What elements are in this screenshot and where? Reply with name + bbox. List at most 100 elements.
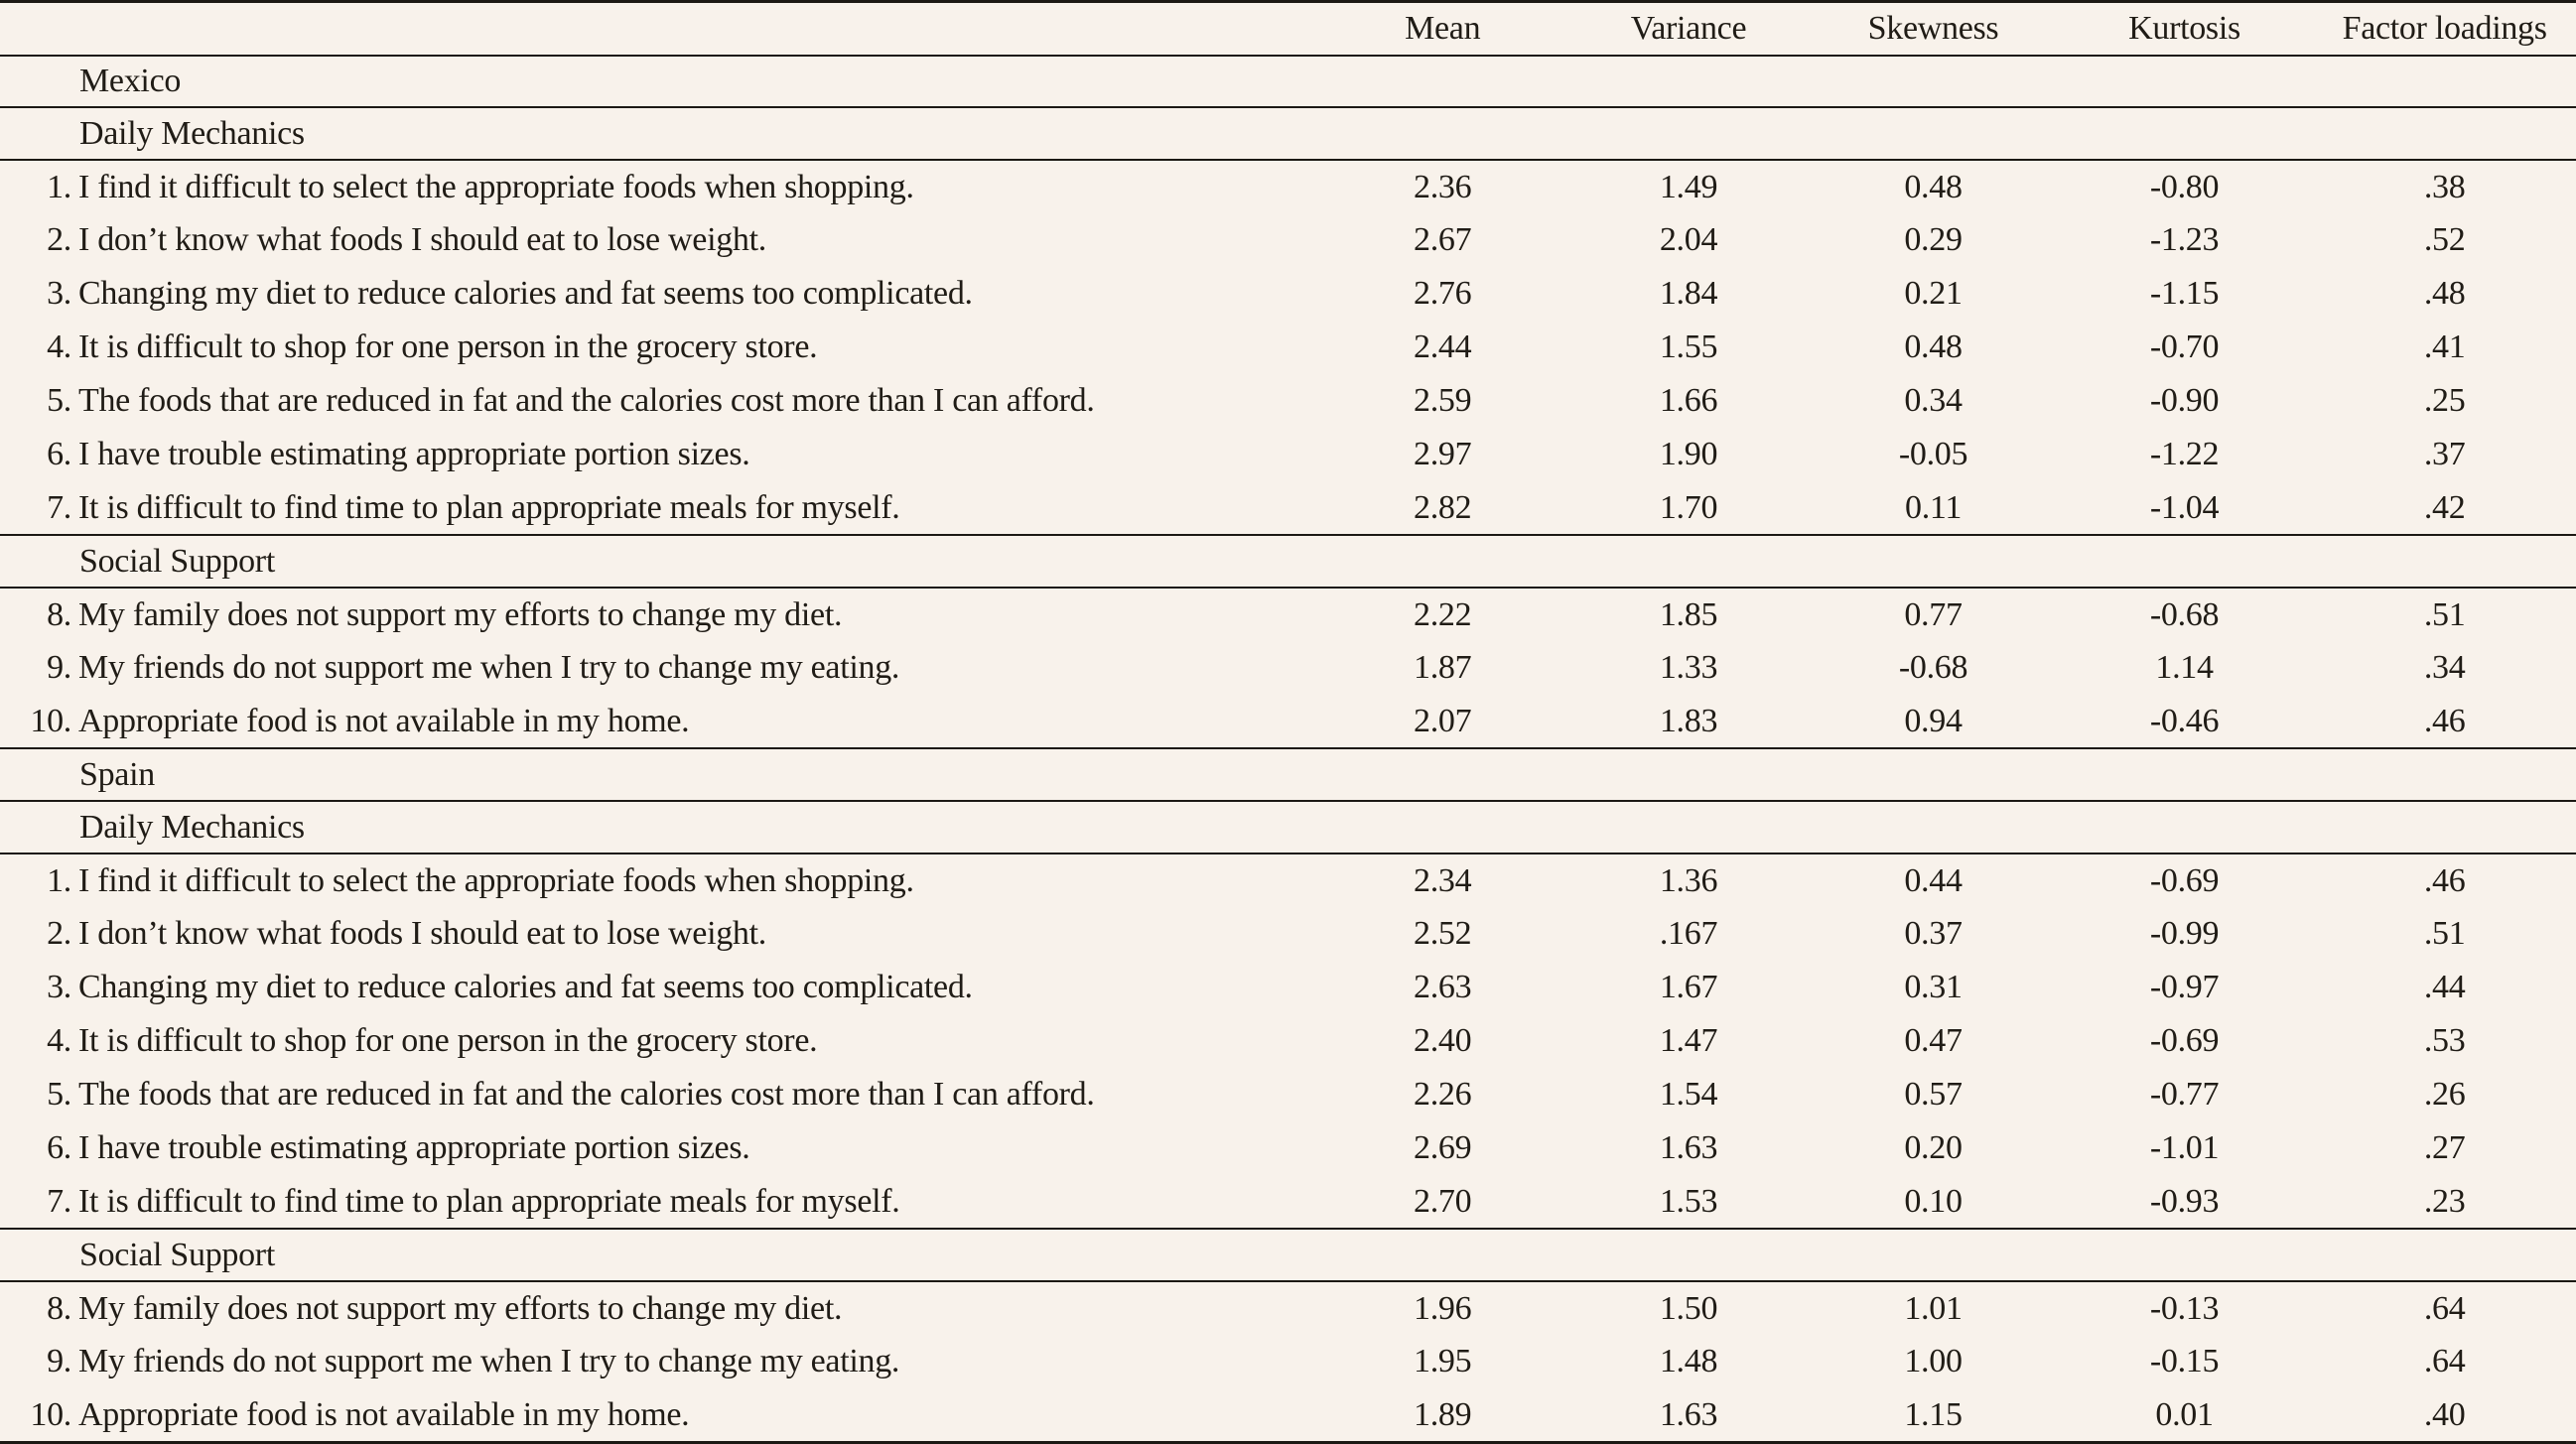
item-text: The foods that are reduced in fat and th… [78, 382, 1095, 420]
table-row: 7. It is difficult to find time to plan a… [0, 481, 2576, 535]
mean-cell: 2.36 [1414, 168, 1472, 205]
country-row: Mexico [0, 54, 2576, 109]
factor-loading-cell: .52 [2423, 221, 2466, 259]
header-item-column [0, 1, 1319, 57]
table-row: 4. It is difficult to shop for one person… [0, 321, 2576, 374]
table-row: 6. I have trouble estimating appropriate … [0, 428, 2576, 481]
kurtosis-cell: -0.77 [2149, 1076, 2220, 1114]
item-number: 1. [47, 168, 71, 205]
skewness-cell: 1.15 [1904, 1395, 1963, 1433]
variance-cell: 1.66 [1659, 382, 1718, 420]
mean-cell: 2.22 [1414, 595, 1472, 633]
mean-cell: 2.07 [1414, 702, 1472, 739]
variance-cell: 1.50 [1659, 1289, 1718, 1327]
item-number: 10. [30, 702, 71, 739]
subscale-label: Daily Mechanics [0, 106, 2576, 162]
subscale-label: Social Support [0, 534, 2576, 590]
item-number: 9. [47, 649, 71, 687]
factor-loading-cell: .37 [2423, 436, 2466, 473]
factor-loading-cell: .48 [2423, 275, 2466, 313]
subscale-row: Social Support [0, 1228, 2576, 1283]
kurtosis-cell: -1.22 [2149, 436, 2220, 473]
item-label-cell: 8. My family does not support my efforts … [0, 588, 1319, 641]
mean-cell: 2.40 [1414, 1022, 1472, 1060]
factor-loading-cell: .38 [2423, 168, 2466, 205]
factor-loading-cell: .46 [2423, 861, 2466, 899]
item-number: 6. [47, 1129, 71, 1167]
skewness-cell: 1.01 [1904, 1289, 1963, 1327]
variance-cell: 1.53 [1659, 1182, 1718, 1220]
item-label-cell: 7. It is difficult to find time to plan a… [0, 1175, 1319, 1229]
factor-loading-cell: .41 [2423, 328, 2466, 366]
item-text: I find it difficult to select the approp… [78, 861, 914, 899]
table-row: 5. The foods that are reduced in fat and … [0, 1068, 2576, 1121]
item-number: 4. [47, 328, 71, 366]
variance-cell: 1.63 [1659, 1129, 1718, 1167]
mean-cell: 1.87 [1414, 649, 1472, 687]
mean-cell: 2.52 [1414, 915, 1472, 953]
item-text: It is difficult to shop for one person i… [78, 328, 818, 366]
subscale-label: Social Support [0, 1228, 2576, 1283]
item-text: It is difficult to shop for one person i… [78, 1022, 818, 1060]
table-row: 4. It is difficult to shop for one person… [0, 1014, 2576, 1068]
item-label-cell: 8. My family does not support my efforts … [0, 1281, 1319, 1335]
kurtosis-cell: -0.93 [2149, 1182, 2220, 1220]
item-text: It is difficult to find time to plan app… [78, 488, 900, 526]
item-text: I have trouble estimating appropriate po… [78, 1129, 750, 1167]
kurtosis-cell: -0.90 [2149, 382, 2220, 420]
kurtosis-cell: -1.15 [2149, 275, 2220, 313]
kurtosis-cell: -0.70 [2149, 328, 2220, 366]
table-row: 6. I have trouble estimating appropriate … [0, 1121, 2576, 1175]
variance-cell: .167 [1659, 915, 1718, 953]
kurtosis-cell: -1.23 [2149, 221, 2220, 259]
item-label-cell: 6. I have trouble estimating appropriate … [0, 1121, 1319, 1175]
subscale-label: Daily Mechanics [0, 800, 2576, 855]
item-number: 2. [47, 221, 71, 259]
table-row: 2. I don’t know what foods I should eat t… [0, 907, 2576, 961]
factor-loading-cell: .51 [2423, 595, 2466, 633]
item-label-cell: 2. I don’t know what foods I should eat t… [0, 213, 1319, 267]
skewness-cell: 0.10 [1904, 1182, 1963, 1220]
item-text: My family does not support my efforts to… [78, 1289, 843, 1327]
item-label-cell: 7. It is difficult to find time to plan a… [0, 481, 1319, 535]
factor-loading-cell: .42 [2423, 488, 2466, 526]
item-label-cell: 5. The foods that are reduced in fat and … [0, 1068, 1319, 1121]
item-text: I don’t know what foods I should eat to … [78, 915, 766, 953]
table-row: 9. My friends do not support me when I tr… [0, 1335, 2576, 1388]
country-label: Spain [0, 747, 2576, 803]
factor-loading-cell: .51 [2423, 915, 2466, 953]
table-row: 8. My family does not support my efforts … [0, 1281, 2576, 1335]
item-label-cell: 2. I don’t know what foods I should eat t… [0, 907, 1319, 961]
factor-loading-cell: .26 [2423, 1076, 2466, 1114]
item-label-cell: 4. It is difficult to shop for one person… [0, 321, 1319, 374]
item-number: 3. [47, 275, 71, 313]
skewness-cell: 0.11 [1905, 488, 1963, 526]
item-label-cell: 1. I find it difficult to select the appr… [0, 160, 1319, 213]
factor-loading-cell: .25 [2423, 382, 2466, 420]
variance-cell: 1.36 [1659, 861, 1718, 899]
skewness-cell: 0.20 [1904, 1129, 1963, 1167]
kurtosis-cell: -0.15 [2149, 1343, 2220, 1380]
skewness-cell: 0.48 [1904, 328, 1963, 366]
skewness-cell: 0.47 [1904, 1022, 1963, 1060]
item-label-cell: 9. My friends do not support me when I tr… [0, 641, 1319, 695]
variance-cell: 1.48 [1659, 1343, 1718, 1380]
variance-cell: 1.83 [1659, 702, 1718, 739]
kurtosis-cell: -0.99 [2149, 915, 2220, 953]
table-row: 1. I find it difficult to select the appr… [0, 160, 2576, 213]
table-row: 5. The foods that are reduced in fat and … [0, 374, 2576, 428]
item-number: 9. [47, 1343, 71, 1380]
header-row: Mean Variance Skewness Kurtosis Factor l… [0, 1, 2576, 57]
table-row: 7. It is difficult to find time to plan a… [0, 1175, 2576, 1229]
item-number: 1. [47, 861, 71, 899]
mean-cell: 2.69 [1414, 1129, 1472, 1167]
variance-cell: 1.63 [1659, 1395, 1718, 1433]
item-text: I don’t know what foods I should eat to … [78, 221, 766, 259]
item-text: I find it difficult to select the approp… [78, 168, 914, 205]
variance-cell: 1.54 [1659, 1076, 1718, 1114]
kurtosis-cell: 0.01 [2155, 1395, 2214, 1433]
factor-loading-cell: .27 [2423, 1129, 2466, 1167]
table-row: 9. My friends do not support me when I tr… [0, 641, 2576, 695]
kurtosis-cell: -0.46 [2149, 702, 2220, 739]
table-row: 8. My family does not support my efforts … [0, 588, 2576, 641]
